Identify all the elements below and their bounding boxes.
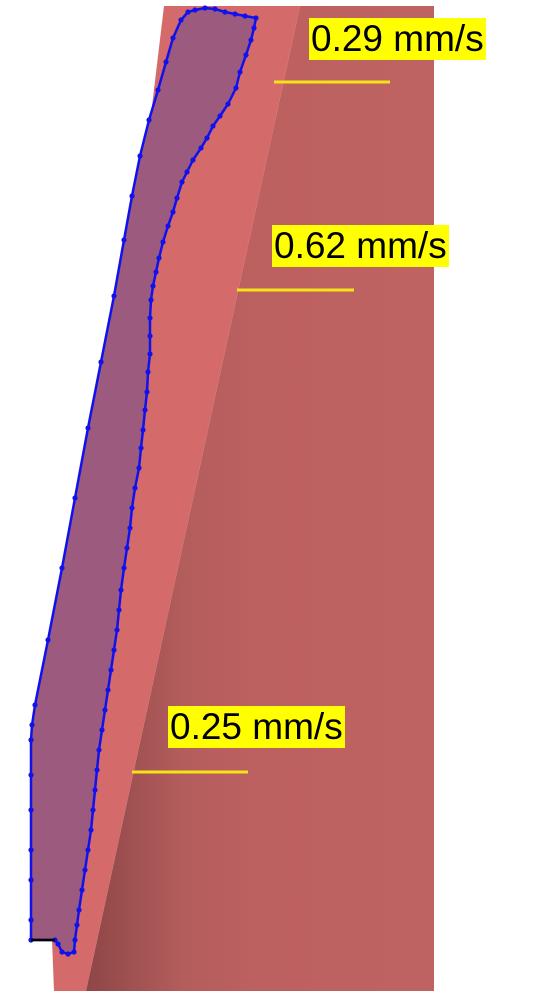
outline-point [85, 425, 91, 431]
annotation-label-middle: 0.62 mm/s [272, 225, 449, 267]
outline-point [144, 389, 150, 395]
outline-point [146, 117, 152, 123]
annotation-label-bottom: 0.25 mm/s [168, 706, 345, 748]
outline-point [248, 37, 254, 43]
outline-point [198, 145, 204, 151]
outline-point [170, 35, 176, 41]
outline-point [28, 737, 34, 743]
outline-point [217, 113, 223, 119]
outline-point [28, 877, 34, 883]
outline-point [74, 922, 80, 928]
outline-point [55, 941, 61, 947]
outline-point [190, 157, 196, 163]
outline-point [124, 545, 130, 551]
outline-point [45, 637, 51, 643]
outline-point [178, 17, 184, 23]
outline-point [136, 465, 142, 471]
outline-point [116, 607, 122, 613]
outline-point [212, 6, 218, 12]
outline-point [71, 949, 77, 955]
outline-point [179, 179, 185, 185]
outline-point [121, 565, 127, 571]
light-face [52, 6, 300, 991]
outline-point [140, 427, 146, 433]
outline-point [79, 887, 85, 893]
outline-point [155, 87, 161, 93]
outline-point [111, 647, 117, 653]
outline-point [96, 747, 102, 753]
outline-point [99, 727, 105, 733]
outline-point [222, 9, 228, 15]
outline-point [137, 153, 143, 159]
outline-point [98, 359, 104, 365]
outline-point [145, 369, 151, 375]
outline-point [59, 565, 65, 571]
outline-point [72, 495, 78, 501]
outline-point [253, 15, 259, 21]
outline-point [114, 627, 120, 633]
outline-point [90, 807, 96, 813]
outline-point [147, 315, 153, 321]
outline-point [233, 85, 239, 91]
outline-point [76, 907, 82, 913]
outline-point [28, 847, 34, 853]
outline-point [85, 847, 91, 853]
outline-point [72, 937, 78, 943]
outline-point [138, 445, 144, 451]
outline-point [121, 237, 127, 243]
outline-point [129, 193, 135, 199]
outline-point [142, 407, 148, 413]
outline-point [129, 505, 135, 511]
outline-point [202, 5, 208, 11]
outline-point [92, 787, 98, 793]
outline-point [94, 767, 100, 773]
outline-point [105, 687, 111, 693]
outline-point [192, 7, 198, 13]
outline-point [225, 101, 231, 107]
outline-point [108, 667, 114, 673]
outline-point [59, 949, 65, 955]
outline-point [185, 9, 191, 15]
outline-point [111, 293, 117, 299]
outline-point [118, 587, 124, 593]
outline-point [251, 25, 257, 31]
outline-point [243, 52, 249, 58]
outline-point [165, 223, 171, 229]
annotation-label-top: 0.29 mm/s [309, 18, 486, 60]
outline-point [127, 525, 133, 531]
outline-point [65, 951, 71, 957]
outline-point [28, 807, 34, 813]
outline-point [148, 297, 154, 303]
outline-point [82, 867, 88, 873]
outline-points [28, 5, 259, 957]
outline-point [170, 209, 176, 215]
outline-point [32, 702, 38, 708]
outline-point [28, 772, 34, 778]
outline-point [237, 69, 243, 75]
outline-point [204, 135, 210, 141]
outline-point [150, 283, 156, 289]
outline-point [102, 707, 108, 713]
outline-point [147, 333, 153, 339]
outline-point [160, 239, 166, 245]
outline-point [163, 59, 169, 65]
outline-point [28, 917, 34, 923]
outline-point [184, 169, 190, 175]
outline-point [232, 11, 238, 17]
outline-point [147, 351, 153, 357]
outline-point [174, 195, 180, 201]
outline-point [156, 255, 162, 261]
outline-point [29, 722, 35, 728]
outline-point [88, 827, 94, 833]
outline-point [242, 13, 248, 19]
outline-point [132, 485, 138, 491]
outline-point [210, 123, 216, 129]
outline-point [153, 269, 159, 275]
